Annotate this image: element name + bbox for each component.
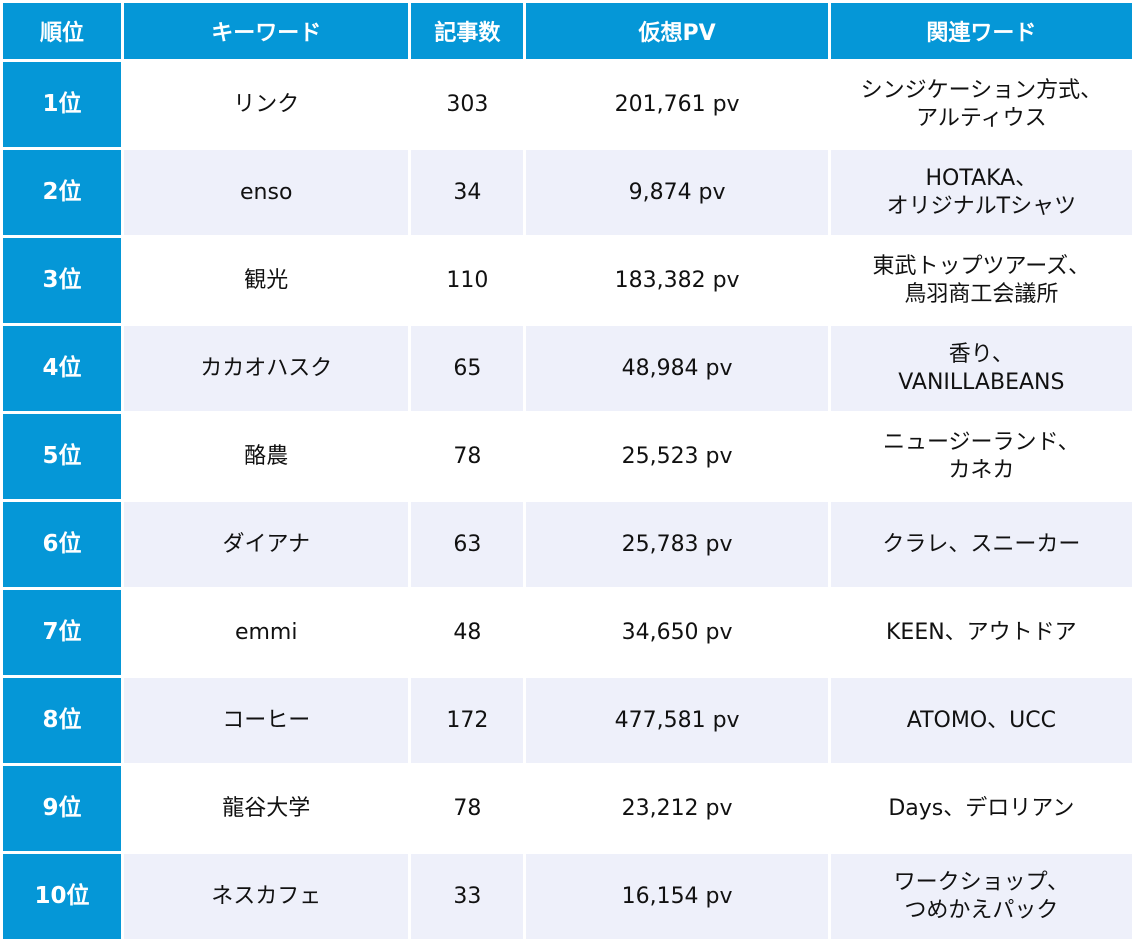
- related-line: オリジナルTシャツ: [886, 193, 1077, 219]
- pv-cell: 201,761 pv: [526, 62, 828, 147]
- related-cell: ATOMO、UCC: [830, 678, 1132, 763]
- related-cell: ニュージーランド、 カネカ: [830, 414, 1132, 499]
- articles-cell: 110: [411, 238, 524, 323]
- header-rank: 順位: [3, 3, 122, 59]
- articles-cell: 303: [411, 62, 524, 147]
- table-row: 10位 ネスカフェ 33 16,154 pv ワークショップ、 つめかえパック: [3, 854, 1132, 939]
- table-row: 3位 観光 110 183,382 pv 東武トップツアーズ、 鳥羽商工会議所: [3, 238, 1132, 323]
- rank-cell: 9位: [3, 766, 122, 851]
- keyword-cell: 酪農: [124, 414, 409, 499]
- related-line: ATOMO、UCC: [906, 707, 1056, 733]
- related-line: HOTAKA、: [925, 166, 1038, 191]
- rank-cell: 4位: [3, 326, 122, 411]
- table-row: 2位 enso 34 9,874 pv HOTAKA、 オリジナルTシャツ: [3, 150, 1132, 235]
- keyword-cell: コーヒー: [124, 678, 409, 763]
- keyword-cell: ダイアナ: [124, 502, 409, 587]
- table-row: 6位 ダイアナ 63 25,783 pv クラレ、スニーカー: [3, 502, 1132, 587]
- articles-cell: 172: [411, 678, 524, 763]
- header-articles: 記事数: [411, 3, 524, 59]
- articles-cell: 33: [411, 854, 524, 939]
- rank-cell: 6位: [3, 502, 122, 587]
- related-line: VANILLABEANS: [898, 369, 1065, 395]
- table-row: 5位 酪農 78 25,523 pv ニュージーランド、 カネカ: [3, 414, 1132, 499]
- rank-cell: 2位: [3, 150, 122, 235]
- articles-cell: 78: [411, 766, 524, 851]
- articles-cell: 34: [411, 150, 524, 235]
- articles-cell: 65: [411, 326, 524, 411]
- related-line: ワークショップ、: [893, 870, 1070, 895]
- related-cell: クラレ、スニーカー: [830, 502, 1132, 587]
- related-line: 鳥羽商工会議所: [904, 281, 1059, 307]
- keyword-cell: emmi: [124, 590, 409, 675]
- table-row: 8位 コーヒー 172 477,581 pv ATOMO、UCC: [3, 678, 1132, 763]
- related-cell: HOTAKA、 オリジナルTシャツ: [830, 150, 1132, 235]
- related-cell: シンジケーション方式、 アルティウス: [830, 62, 1132, 147]
- keyword-cell: カカオハスク: [124, 326, 409, 411]
- pv-cell: 183,382 pv: [526, 238, 828, 323]
- related-line: Days、デロリアン: [888, 795, 1075, 821]
- related-line: シンジケーション方式、: [860, 78, 1103, 103]
- table-row: 9位 龍谷大学 78 23,212 pv Days、デロリアン: [3, 766, 1132, 851]
- related-cell: ワークショップ、 つめかえパック: [830, 854, 1132, 939]
- pv-cell: 25,523 pv: [526, 414, 828, 499]
- keyword-cell: 観光: [124, 238, 409, 323]
- keyword-cell: リンク: [124, 62, 409, 147]
- related-line: つめかえパック: [904, 897, 1059, 923]
- keyword-cell: ネスカフェ: [124, 854, 409, 939]
- keyword-cell: 龍谷大学: [124, 766, 409, 851]
- related-cell: 香り、 VANILLABEANS: [830, 326, 1132, 411]
- pv-cell: 34,650 pv: [526, 590, 828, 675]
- rank-cell: 5位: [3, 414, 122, 499]
- related-cell: Days、デロリアン: [830, 766, 1132, 851]
- related-line: クラレ、スニーカー: [882, 531, 1081, 557]
- table-row: 4位 カカオハスク 65 48,984 pv 香り、 VANILLABEANS: [3, 326, 1132, 411]
- pv-cell: 477,581 pv: [526, 678, 828, 763]
- keyword-cell: enso: [124, 150, 409, 235]
- related-line: カネカ: [948, 457, 1015, 483]
- pv-cell: 16,154 pv: [526, 854, 828, 939]
- rank-cell: 10位: [3, 854, 122, 939]
- articles-cell: 48: [411, 590, 524, 675]
- pv-cell: 9,874 pv: [526, 150, 828, 235]
- table-row: 7位 emmi 48 34,650 pv KEEN、アウトドア: [3, 590, 1132, 675]
- related-cell: KEEN、アウトドア: [830, 590, 1132, 675]
- related-line: KEEN、アウトドア: [886, 619, 1077, 645]
- header-row: 順位 キーワード 記事数 仮想PV 関連ワード: [3, 3, 1132, 59]
- related-line: ニュージーランド、: [883, 430, 1080, 455]
- pv-cell: 48,984 pv: [526, 326, 828, 411]
- header-keyword: キーワード: [124, 3, 409, 59]
- rank-cell: 7位: [3, 590, 122, 675]
- header-related: 関連ワード: [830, 3, 1132, 59]
- rank-cell: 3位: [3, 238, 122, 323]
- pv-cell: 23,212 pv: [526, 766, 828, 851]
- header-pv: 仮想PV: [526, 3, 828, 59]
- articles-cell: 63: [411, 502, 524, 587]
- related-line: アルティウス: [916, 105, 1047, 131]
- related-cell: 東武トップツアーズ、 鳥羽商工会議所: [830, 238, 1132, 323]
- related-line: 香り、: [948, 342, 1014, 367]
- related-line: 東武トップツアーズ、: [872, 254, 1091, 279]
- table-row: 1位 リンク 303 201,761 pv シンジケーション方式、 アルティウス: [3, 62, 1132, 147]
- rank-cell: 1位: [3, 62, 122, 147]
- pv-cell: 25,783 pv: [526, 502, 828, 587]
- articles-cell: 78: [411, 414, 524, 499]
- rank-cell: 8位: [3, 678, 122, 763]
